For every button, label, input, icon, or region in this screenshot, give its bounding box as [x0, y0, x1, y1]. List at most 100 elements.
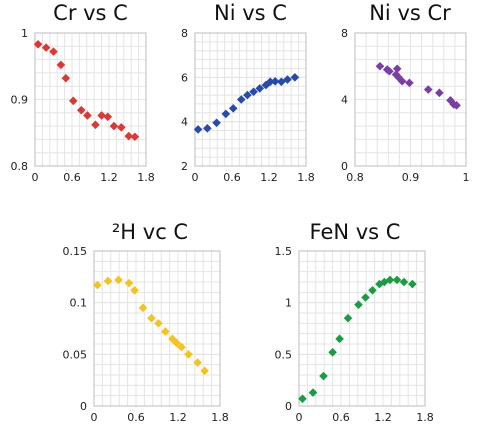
data-point — [343, 313, 353, 323]
x-tick-label: 0 — [91, 411, 98, 424]
x-tick-label: 0.8 — [346, 171, 364, 184]
x-tick-label: 0.6 — [127, 411, 145, 424]
data-point — [290, 73, 300, 82]
data-point — [130, 132, 140, 142]
data-point — [283, 75, 292, 84]
data-point — [335, 334, 344, 344]
x-tick-label: 1.2 — [100, 171, 118, 184]
data-point — [56, 60, 66, 70]
data-point — [61, 73, 71, 83]
x-tick-label: 1.8 — [137, 171, 155, 184]
chart-svg: 0 0.6 1.2 1.8 2 4 6 8 — [181, 27, 315, 184]
chart-panel-fen-vs-c: FeN vs C 0 0.6 1.2 1.8 0 0.5 1 1.5 — [255, 218, 455, 436]
x-tick-label: 0.6 — [223, 171, 241, 184]
data-point — [203, 124, 212, 133]
chart-title: FeN vs C — [309, 220, 401, 244]
y-tick-label: 4 — [181, 116, 188, 129]
data-point — [308, 388, 318, 397]
chart-title: Ni vs C — [214, 1, 287, 25]
data-point — [361, 293, 370, 302]
data-point — [124, 278, 134, 288]
y-tick-label: 1.5 — [275, 245, 293, 258]
data-point — [124, 131, 134, 141]
data-point — [114, 275, 123, 285]
data-point — [212, 118, 221, 128]
data-point — [452, 101, 461, 110]
data-point — [109, 121, 119, 131]
data-point — [221, 109, 231, 119]
plot-frame — [298, 250, 426, 407]
data-point — [83, 111, 92, 120]
plot-frame — [34, 32, 147, 167]
x-tick-label: 1.2 — [374, 411, 392, 424]
data-point — [91, 120, 100, 130]
y-tick-label: 1 — [21, 27, 28, 40]
data-point — [228, 104, 238, 113]
data-point — [236, 95, 246, 104]
y-tick-label: 0.8 — [11, 160, 29, 173]
data-point — [298, 394, 307, 404]
data-point — [97, 111, 106, 120]
chart-title: Ni vs Cr — [369, 1, 451, 25]
data-point — [265, 77, 275, 87]
data-point — [255, 84, 265, 93]
chart-title: ²H vc C — [111, 220, 189, 244]
data-point — [200, 366, 209, 376]
y-tick-label: 0 — [341, 160, 348, 173]
y-tick-label: 1 — [285, 297, 292, 310]
data-point — [49, 47, 58, 56]
y-tick-label: 0 — [80, 400, 87, 413]
x-tick-label: 0 — [192, 171, 199, 184]
y-tick-label: 0.9 — [11, 94, 29, 107]
y-tick-label: 0.15 — [63, 245, 88, 258]
data-point — [392, 64, 402, 74]
data-point — [184, 350, 193, 359]
data-point — [446, 96, 455, 105]
data-point — [33, 40, 43, 49]
y-tick-label: 0 — [285, 400, 292, 413]
data-point — [41, 43, 51, 52]
data-point — [354, 300, 363, 310]
y-tick-label: 0.1 — [70, 297, 88, 310]
x-tick-label: 1.8 — [211, 411, 229, 424]
data-point — [399, 277, 409, 287]
x-tick-label: 0 — [32, 171, 39, 184]
x-tick-label: 1.2 — [169, 411, 187, 424]
data-point — [193, 358, 202, 367]
x-tick-label: 1.2 — [260, 171, 278, 184]
plot-frame — [354, 32, 467, 167]
data-point — [319, 371, 328, 381]
data-point — [117, 123, 126, 132]
plot-frame — [93, 250, 221, 407]
chart-svg: 0.8 0.9 1 0 4 8 — [341, 27, 470, 184]
y-tick-label: 2 — [181, 160, 188, 173]
chart-title: Cr vs C — [53, 1, 128, 25]
y-tick-label: 4 — [341, 94, 348, 107]
x-tick-label: 1 — [463, 171, 470, 184]
data-point — [435, 88, 444, 98]
data-point — [147, 313, 156, 323]
data-point — [103, 112, 113, 122]
data-point — [138, 303, 148, 313]
plot-frame — [194, 32, 307, 167]
chart-panel-2h-vc-c: ²H vc C 0 0.6 1.2 1.8 0 0.05 0.1 0.15 — [50, 218, 250, 436]
y-tick-label: 8 — [341, 27, 348, 40]
chart-panel-ni-vs-c: Ni vs C 0 0.6 1.2 1.8 2 4 6 8 — [160, 0, 325, 195]
data-point — [68, 96, 78, 106]
x-tick-label: 1.8 — [297, 171, 315, 184]
data-point — [368, 285, 377, 295]
data-point — [130, 285, 139, 295]
chart-panel-cr-vs-c: Cr vs C 0 0.6 1.2 1.8 0.8 0.9 1 — [0, 0, 165, 195]
x-tick-label: 0.6 — [63, 171, 81, 184]
data-point — [385, 66, 394, 76]
y-tick-label: 8 — [181, 27, 188, 40]
x-tick-label: 0.9 — [402, 171, 420, 184]
x-tick-label: 0 — [296, 411, 303, 424]
y-tick-label: 0.05 — [63, 348, 88, 361]
chart-svg: 0 0.6 1.2 1.8 0 0.05 0.1 0.15 — [63, 245, 229, 424]
chart-svg: 0 0.6 1.2 1.8 0 0.5 1 1.5 — [275, 245, 434, 424]
data-point — [328, 347, 337, 357]
data-point — [380, 277, 389, 287]
y-tick-label: 0.5 — [275, 348, 293, 361]
x-tick-label: 1.8 — [416, 411, 434, 424]
